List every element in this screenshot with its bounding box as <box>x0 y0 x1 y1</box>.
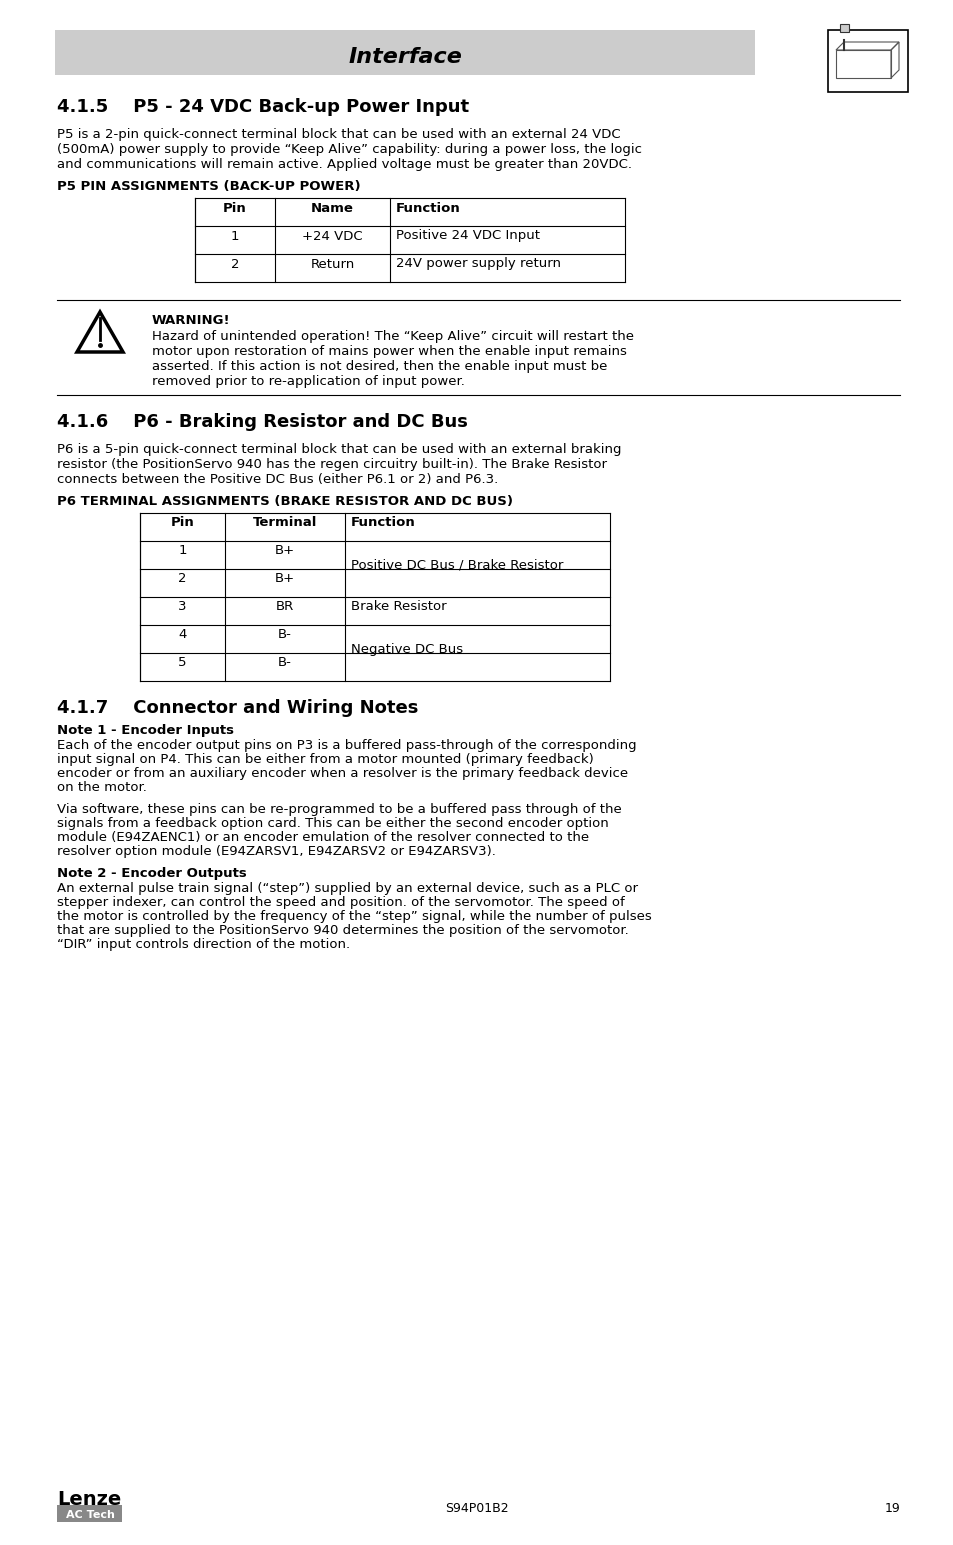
Text: 24V power supply return: 24V power supply return <box>395 258 560 270</box>
Text: Name: Name <box>311 201 354 215</box>
Text: AC Tech: AC Tech <box>66 1509 114 1520</box>
Text: input signal on P4. This can be either from a motor mounted (primary feedback): input signal on P4. This can be either f… <box>57 752 593 766</box>
Text: Terminal: Terminal <box>253 516 316 530</box>
Text: P6 TERMINAL ASSIGNMENTS (BRAKE RESISTOR AND DC BUS): P6 TERMINAL ASSIGNMENTS (BRAKE RESISTOR … <box>57 494 513 508</box>
Text: 4.1.5    P5 - 24 VDC Back-up Power Input: 4.1.5 P5 - 24 VDC Back-up Power Input <box>57 97 469 116</box>
Text: resolver option module (E94ZARSV1, E94ZARSV2 or E94ZARSV3).: resolver option module (E94ZARSV1, E94ZA… <box>57 845 496 857</box>
Text: +24 VDC: +24 VDC <box>302 230 362 243</box>
Text: 1: 1 <box>178 544 187 558</box>
Text: module (E94ZAENC1) or an encoder emulation of the resolver connected to the: module (E94ZAENC1) or an encoder emulati… <box>57 831 589 844</box>
Text: asserted. If this action is not desired, then the enable input must be: asserted. If this action is not desired,… <box>152 360 607 372</box>
Text: An external pulse train signal (“step”) supplied by an external device, such as : An external pulse train signal (“step”) … <box>57 882 638 895</box>
Text: B-: B- <box>277 629 292 641</box>
Text: resistor (the PositionServo 940 has the regen circuitry built-in). The Brake Res: resistor (the PositionServo 940 has the … <box>57 457 606 471</box>
Text: B+: B+ <box>274 573 294 586</box>
Text: connects between the Positive DC Bus (either P6.1 or 2) and P6.3.: connects between the Positive DC Bus (ei… <box>57 473 497 487</box>
Text: on the motor.: on the motor. <box>57 782 147 794</box>
Text: Each of the encoder output pins on P3 is a buffered pass-through of the correspo: Each of the encoder output pins on P3 is… <box>57 739 636 752</box>
Text: Function: Function <box>351 516 416 530</box>
Text: Via software, these pins can be re-programmed to be a buffered pass through of t: Via software, these pins can be re-progr… <box>57 803 621 816</box>
Text: Pin: Pin <box>223 201 247 215</box>
Text: removed prior to re-application of input power.: removed prior to re-application of input… <box>152 375 464 388</box>
Text: Positive 24 VDC Input: Positive 24 VDC Input <box>395 230 539 243</box>
Text: that are supplied to the PositionServo 940 determines the position of the servom: that are supplied to the PositionServo 9… <box>57 924 628 936</box>
Bar <box>55 29 754 76</box>
Text: “DIR” input controls direction of the motion.: “DIR” input controls direction of the mo… <box>57 938 350 952</box>
Text: Negative DC Bus: Negative DC Bus <box>351 643 462 655</box>
Text: P5 is a 2-pin quick-connect terminal block that can be used with an external 24 : P5 is a 2-pin quick-connect terminal blo… <box>57 128 620 141</box>
Text: Lenze: Lenze <box>57 1489 121 1509</box>
Text: 3: 3 <box>178 601 187 613</box>
Text: 19: 19 <box>883 1502 899 1514</box>
Bar <box>57 1505 122 1522</box>
Text: Return: Return <box>310 258 355 270</box>
Text: WARNING!: WARNING! <box>152 314 231 328</box>
Bar <box>840 25 848 32</box>
Text: Brake Resistor: Brake Resistor <box>351 601 446 613</box>
Text: Positive DC Bus / Brake Resistor: Positive DC Bus / Brake Resistor <box>351 558 563 572</box>
Text: P5 PIN ASSIGNMENTS (BACK-UP POWER): P5 PIN ASSIGNMENTS (BACK-UP POWER) <box>57 181 360 193</box>
Text: 4: 4 <box>178 629 187 641</box>
Text: Note 2 - Encoder Outputs: Note 2 - Encoder Outputs <box>57 867 247 881</box>
Text: motor upon restoration of mains power when the enable input remains: motor upon restoration of mains power wh… <box>152 345 626 358</box>
Text: 1: 1 <box>231 230 239 243</box>
Text: and communications will remain active. Applied voltage must be greater than 20VD: and communications will remain active. A… <box>57 158 631 171</box>
Text: the motor is controlled by the frequency of the “step” signal, while the number : the motor is controlled by the frequency… <box>57 910 651 922</box>
Text: Pin: Pin <box>171 516 194 530</box>
Text: Function: Function <box>395 201 460 215</box>
Text: 2: 2 <box>178 573 187 586</box>
Text: Hazard of unintended operation! The “Keep Alive” circuit will restart the: Hazard of unintended operation! The “Kee… <box>152 331 634 343</box>
Text: S94P01B2: S94P01B2 <box>445 1502 508 1514</box>
Bar <box>827 29 907 93</box>
Text: Note 1 - Encoder Inputs: Note 1 - Encoder Inputs <box>57 725 233 737</box>
Text: 2: 2 <box>231 258 239 270</box>
Text: signals from a feedback option card. This can be either the second encoder optio: signals from a feedback option card. Thi… <box>57 817 608 830</box>
Text: P6 is a 5-pin quick-connect terminal block that can be used with an external bra: P6 is a 5-pin quick-connect terminal blo… <box>57 443 620 456</box>
Text: B+: B+ <box>274 544 294 558</box>
Text: Interface: Interface <box>348 46 461 66</box>
Text: BR: BR <box>275 601 294 613</box>
Text: stepper indexer, can control the speed and position. of the servomotor. The spee: stepper indexer, can control the speed a… <box>57 896 624 908</box>
Text: 5: 5 <box>178 657 187 669</box>
Text: B-: B- <box>277 657 292 669</box>
Text: 4.1.6    P6 - Braking Resistor and DC Bus: 4.1.6 P6 - Braking Resistor and DC Bus <box>57 413 467 431</box>
Text: 4.1.7    Connector and Wiring Notes: 4.1.7 Connector and Wiring Notes <box>57 698 418 717</box>
Text: (500mA) power supply to provide “Keep Alive” capability: during a power loss, th: (500mA) power supply to provide “Keep Al… <box>57 144 641 156</box>
Text: encoder or from an auxiliary encoder when a resolver is the primary feedback dev: encoder or from an auxiliary encoder whe… <box>57 766 627 780</box>
